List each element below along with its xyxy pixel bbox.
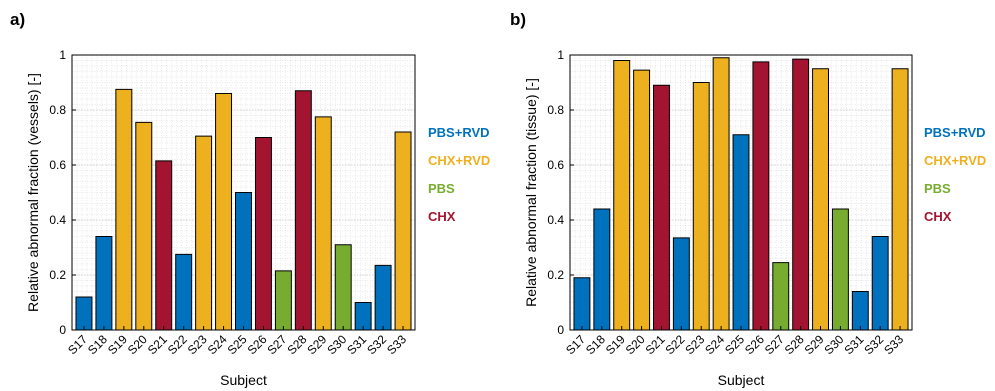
bar-s22: [175, 253, 193, 331]
bar-s25: [235, 192, 252, 331]
bar-s31: [851, 291, 869, 331]
legend-item-pbs-rvd: PBS+RVD: [428, 125, 490, 140]
bar-s23: [195, 135, 213, 331]
bar-s27: [772, 262, 790, 331]
bar-s18: [593, 208, 611, 331]
bar-s33: [891, 68, 909, 331]
y-tick-label: 0.2: [547, 268, 564, 282]
bar-s25: [732, 134, 750, 331]
y-tick-label: 0.4: [547, 213, 564, 227]
legend-item-pbs: PBS: [924, 181, 951, 196]
bar-s17: [573, 277, 591, 331]
y-tick-label: 0.8: [49, 103, 66, 117]
y-axis-label: Relative abnormal fraction (tissue) [-]: [523, 78, 539, 307]
bar-s32: [871, 236, 889, 331]
bar-s20: [633, 69, 651, 331]
panel-label: b): [510, 10, 526, 29]
bar-s30: [831, 208, 849, 331]
legend-item-chx-rvd: CHX+RVD: [428, 153, 490, 168]
bar-s17: [75, 296, 93, 331]
x-axis-label: Subject: [220, 372, 267, 388]
bar-s33: [394, 131, 412, 331]
bar-s26: [254, 137, 272, 331]
bar-s20: [135, 121, 153, 331]
legend-item-chx: CHX: [428, 209, 456, 224]
y-tick-label: 1: [557, 48, 564, 62]
bar-s30: [334, 244, 352, 331]
panel-label: a): [10, 10, 25, 29]
bar-s31: [354, 302, 372, 331]
bar-s24: [712, 57, 730, 331]
bar-s19: [115, 88, 133, 331]
y-tick-label: 0.6: [49, 158, 66, 172]
y-tick-label: 1: [59, 48, 66, 62]
bar-s26: [752, 61, 770, 331]
bar-s24: [215, 93, 233, 331]
chart-panel-2: 00.20.40.60.81S17S18S19S20S21S22S23S24S2…: [510, 10, 986, 388]
legend-item-chx-rvd: CHX+RVD: [924, 153, 986, 168]
bar-s28: [294, 90, 312, 331]
y-tick-label: 0.4: [49, 213, 66, 227]
x-tick-label: S33: [881, 332, 906, 357]
y-tick-label: 0: [59, 323, 66, 337]
legend-item-pbs-rvd: PBS+RVD: [924, 125, 986, 140]
bar-s18: [95, 236, 113, 331]
chart-panel-1: 00.20.40.60.81S17S18S19S20S21S22S23S24S2…: [10, 10, 490, 388]
y-tick-label: 0: [557, 323, 564, 337]
y-tick-label: 0.6: [547, 158, 564, 172]
y-tick-label: 0.8: [547, 103, 564, 117]
bar-s28: [792, 58, 810, 331]
bar-s22: [672, 237, 690, 331]
bar-s19: [613, 60, 631, 331]
y-axis-label: Relative abnormal fraction (vessels) [-]: [25, 73, 41, 312]
x-tick-label: S33: [384, 332, 409, 357]
bar-s29: [812, 68, 829, 331]
x-axis-label: Subject: [718, 372, 765, 388]
bar-s23: [692, 82, 710, 331]
y-tick-label: 0.2: [49, 268, 66, 282]
bar-s21: [653, 84, 670, 331]
bar-s32: [374, 264, 392, 331]
bar-s29: [314, 116, 332, 331]
legend-item-pbs: PBS: [428, 181, 455, 196]
bar-s27: [274, 270, 292, 331]
legend-item-chx: CHX: [924, 209, 952, 224]
bar-s21: [155, 160, 173, 331]
